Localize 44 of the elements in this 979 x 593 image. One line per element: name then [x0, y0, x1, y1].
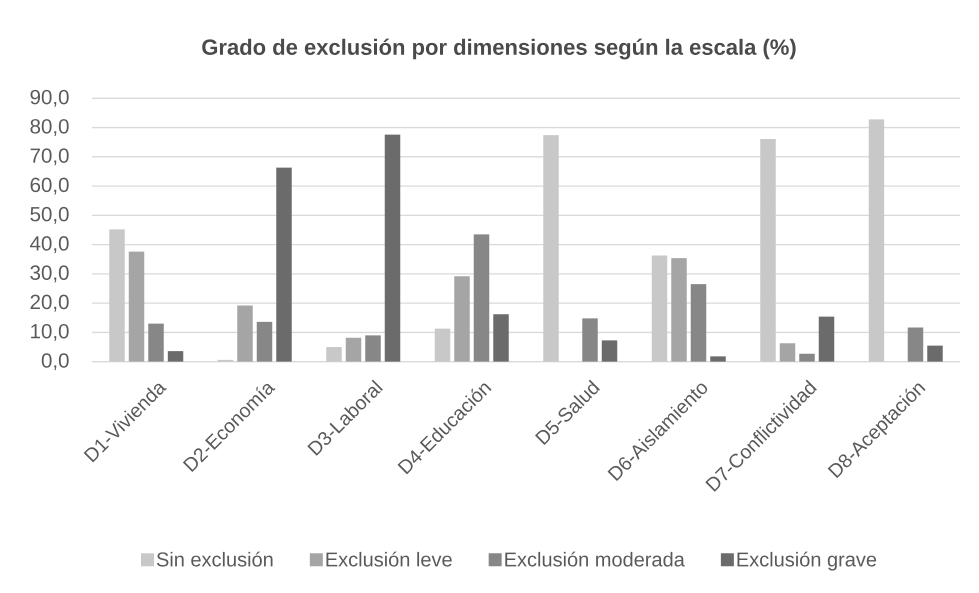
- bar: [434, 328, 450, 362]
- bar: [602, 340, 618, 362]
- bar: [652, 255, 668, 362]
- bar: [148, 324, 164, 362]
- bar: [237, 305, 253, 362]
- y-tick-label: 40,0: [30, 236, 69, 254]
- y-tick-label: 20,0: [30, 294, 69, 312]
- bar: [365, 335, 381, 362]
- bar: [493, 314, 509, 362]
- y-tick-label: 60,0: [30, 178, 69, 195]
- bar: [346, 338, 362, 362]
- y-tick-label: 0,0: [42, 353, 69, 370]
- bar: [582, 318, 598, 362]
- bar: [868, 119, 884, 362]
- bar: [474, 234, 490, 362]
- y-tick-label: 50,0: [30, 206, 69, 224]
- y-tick-label: 90,0: [30, 90, 69, 107]
- bar: [543, 135, 559, 362]
- y-tick-label: 30,0: [30, 265, 69, 282]
- bar: [109, 229, 125, 362]
- legend-label: Sin exclusión: [156, 552, 272, 567]
- legend-label: Exclusión moderada: [505, 552, 685, 567]
- bar: [384, 134, 400, 362]
- bar: [780, 343, 796, 362]
- bar: [276, 168, 292, 362]
- bar: [326, 347, 342, 362]
- bar: [799, 354, 815, 362]
- bar: [818, 316, 834, 362]
- bar: [256, 322, 272, 362]
- bar: [454, 276, 470, 362]
- y-tick-label: 70,0: [30, 148, 69, 166]
- bar: [690, 284, 706, 362]
- bar: [128, 252, 144, 362]
- legend-label: Exclusión grave: [738, 552, 876, 571]
- bar: [710, 356, 726, 362]
- bar: [168, 351, 184, 362]
- bar: [671, 258, 687, 362]
- chart-title: Grado de exclusión por dimensiones según la escala (%): [202, 38, 796, 60]
- y-tick-label: 80,0: [30, 119, 69, 136]
- legend-label: Exclusión leve: [326, 552, 452, 567]
- y-tick-label: 10,0: [31, 324, 69, 341]
- bar: [908, 327, 924, 362]
- bar: [760, 138, 776, 362]
- bar: [927, 346, 943, 362]
